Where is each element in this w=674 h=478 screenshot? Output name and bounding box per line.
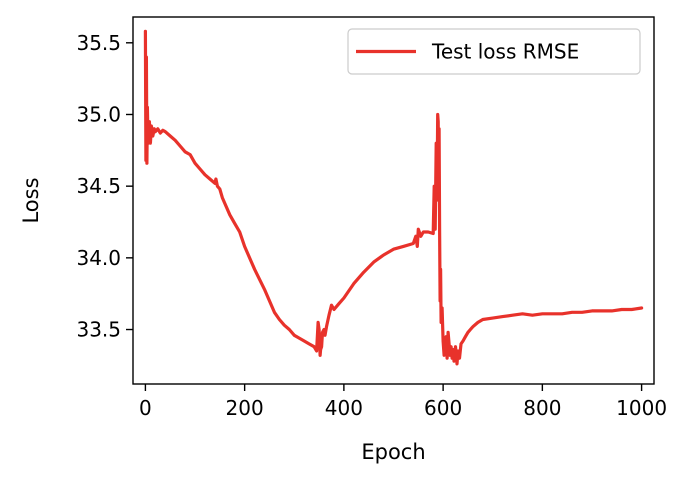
x-tick-label: 600 — [424, 396, 462, 420]
plot-area: 0 200 400 600 800 1000 33.5 34.0 34.5 35.0 35.5 — [76, 16, 667, 420]
y-tick-label: 34.5 — [76, 174, 121, 198]
x-tick-label: 400 — [325, 396, 363, 420]
y-tick-label: 35.5 — [76, 31, 121, 55]
y-tick-label: 35.0 — [76, 102, 121, 126]
plot-frame — [132, 16, 655, 385]
y-axis-label: Loss — [19, 177, 43, 223]
x-tick-label: 200 — [226, 396, 264, 420]
y-tick-label: 33.5 — [76, 318, 121, 342]
x-tick-label: 800 — [523, 396, 561, 420]
legend-label: Test loss RMSE — [431, 40, 579, 64]
y-axis-ticks: 33.5 34.0 34.5 35.0 35.5 — [76, 31, 133, 342]
y-tick-label: 34.0 — [76, 246, 121, 270]
x-axis-label: Epoch — [361, 440, 425, 464]
x-tick-label: 0 — [139, 396, 152, 420]
legend-box — [347, 28, 641, 75]
x-tick-label: 1000 — [616, 396, 667, 420]
series-line-test-loss-rmse — [143, 29, 644, 366]
x-axis-ticks: 0 200 400 600 800 1000 — [139, 384, 667, 420]
legend: Test loss RMSE — [347, 28, 641, 75]
